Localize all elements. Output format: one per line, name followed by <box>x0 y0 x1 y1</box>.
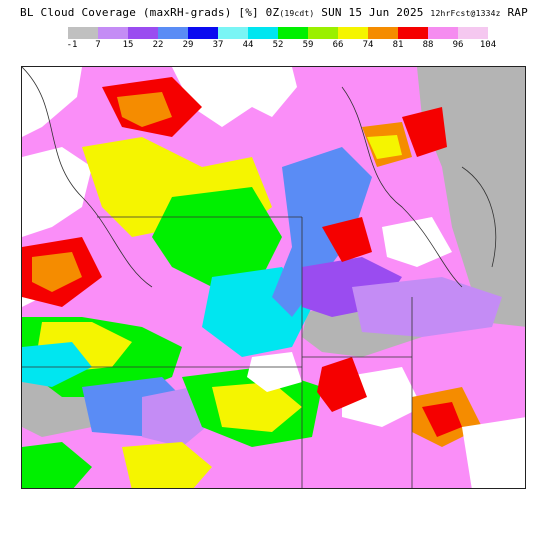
cyan-swath <box>22 342 92 387</box>
white-region <box>247 352 302 392</box>
legend-swatch <box>278 27 308 39</box>
legend-tick-label: 7 <box>95 40 101 50</box>
legend-tick-label: 104 <box>479 40 497 50</box>
white-region <box>462 417 525 488</box>
red-swath <box>322 217 372 262</box>
legend-swatch <box>458 27 488 39</box>
boundary-line <box>22 67 153 288</box>
legend-swatch <box>428 27 458 39</box>
red-swath <box>402 107 447 157</box>
boundary-line <box>341 86 463 288</box>
legend-tick-label: 74 <box>362 40 374 50</box>
legend-tick-label: 81 <box>392 40 404 50</box>
white-region <box>22 67 82 137</box>
legend-tick-label: 29 <box>182 40 194 50</box>
legend-swatch <box>308 27 338 39</box>
legend-tick-label: 15 <box>122 40 134 50</box>
title-date: SUN 15 Jun 2025 <box>314 6 431 19</box>
title-prefix: BL Cloud Coverage (maxRH-grads) [%] 0Z <box>20 6 280 19</box>
legend-tick-label: 96 <box>452 40 464 50</box>
legend-swatch <box>368 27 398 39</box>
orange-swath <box>117 92 172 127</box>
legend-tick-label: 59 <box>302 40 314 50</box>
legend-tick-label: 52 <box>272 40 284 50</box>
boundary-line <box>461 166 497 268</box>
white-region <box>382 217 452 267</box>
blue-swath <box>272 147 372 317</box>
map-title: BL Cloud Coverage (maxRH-grads) [%] 0Z(1… <box>0 6 548 19</box>
yellow-swath <box>367 135 402 159</box>
lavender-swath <box>352 277 502 337</box>
legend-tick-label: 22 <box>152 40 164 50</box>
legend-swatch <box>98 27 128 39</box>
title-model: RAP <box>500 6 528 19</box>
red-swath <box>422 402 462 437</box>
legend-tick-label: 88 <box>422 40 434 50</box>
color-legend <box>68 27 488 39</box>
yellow-swath <box>122 442 212 488</box>
legend-tick-label: -1 <box>66 40 78 50</box>
legend-swatch <box>128 27 158 39</box>
green-swath <box>22 442 92 488</box>
red-swath <box>317 357 367 412</box>
legend-swatch <box>188 27 218 39</box>
map-canvas <box>22 67 525 488</box>
legend-swatch <box>68 27 98 39</box>
legend-swatch <box>248 27 278 39</box>
title-local-time: (19cdt) <box>279 9 315 18</box>
title-forecast-info: 12hrFcst@1334z <box>430 9 501 18</box>
boundary-lines <box>22 67 497 488</box>
green-swath <box>152 187 282 287</box>
legend-tick-labels: -1 7 15 22 29 37 44 52 59 66 74 81 88 96 104 <box>0 40 548 54</box>
legend-tick-label: 37 <box>212 40 224 50</box>
orange-swath <box>32 252 82 292</box>
white-region <box>22 147 92 237</box>
legend-swatch <box>338 27 368 39</box>
legend-tick-label: 44 <box>242 40 254 50</box>
cloud-coverage-map <box>21 66 526 489</box>
legend-swatch <box>398 27 428 39</box>
legend-swatch <box>218 27 248 39</box>
yellow-swath <box>212 382 302 432</box>
legend-swatch <box>158 27 188 39</box>
white-region <box>172 67 297 127</box>
white-region <box>342 367 422 427</box>
legend-tick-label: 66 <box>332 40 344 50</box>
